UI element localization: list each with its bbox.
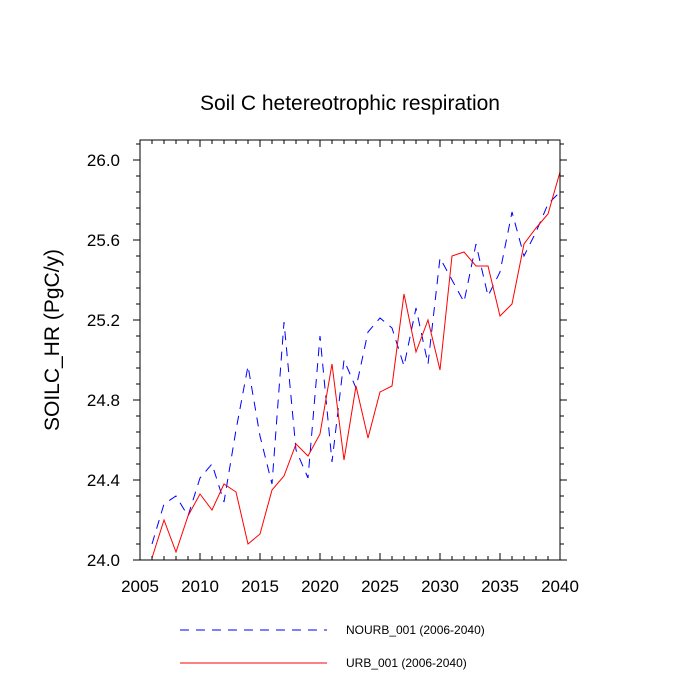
x-tick-label: 2020 xyxy=(301,577,339,596)
y-tick-label: 25.2 xyxy=(87,311,120,330)
x-tick-label: 2010 xyxy=(181,577,219,596)
x-tick-label: 2015 xyxy=(241,577,279,596)
x-tick-label: 2035 xyxy=(481,577,519,596)
x-tick-label: 2030 xyxy=(421,577,459,596)
plot-frame xyxy=(139,139,561,561)
legend: NOURB_001 (2006-2040) URB_001 (2006-2040) xyxy=(180,623,485,670)
x-tick-label: 2005 xyxy=(121,577,159,596)
y-tick-label: 24.0 xyxy=(87,551,120,570)
x-tick-label: 2025 xyxy=(361,577,399,596)
legend-label-2: URB_001 (2006-2040) xyxy=(346,656,467,670)
x-tick-label: 2040 xyxy=(541,577,579,596)
series-line-2 xyxy=(151,171,561,559)
y-tick-label: 24.4 xyxy=(87,471,120,490)
y-axis-label: SOILC_HR (PgC/y) xyxy=(41,249,64,431)
chart-title: Soil C hetereotrophic respiration xyxy=(200,92,500,115)
legend-label-1: NOURB_001 (2006-2040) xyxy=(346,623,485,637)
y-tick-label: 25.6 xyxy=(87,231,120,250)
y-tick-label: 24.8 xyxy=(87,391,120,410)
series-line-1 xyxy=(151,191,561,545)
y-tick-label: 26.0 xyxy=(87,151,120,170)
